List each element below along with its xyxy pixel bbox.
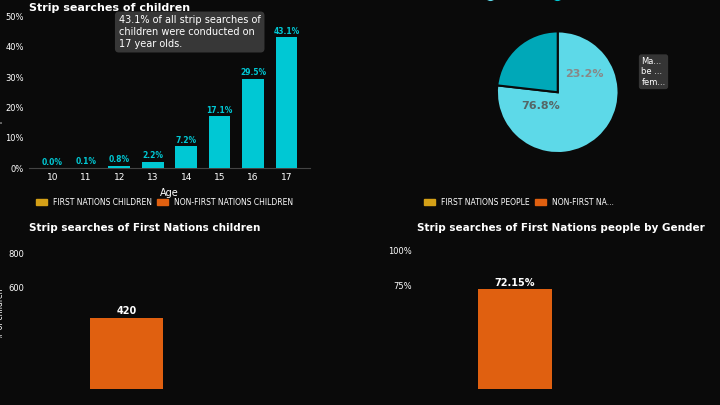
Bar bbox=[242, 79, 264, 168]
Text: Strip searches of First Nations people by Gender: Strip searches of First Nations people b… bbox=[417, 223, 705, 233]
Text: 0.8%: 0.8% bbox=[109, 156, 130, 164]
Bar bbox=[142, 162, 163, 168]
Y-axis label: # of children: # of children bbox=[0, 288, 5, 337]
Text: 23.2%: 23.2% bbox=[565, 69, 604, 79]
Text: Ma...
be ...
fem...: Ma... be ... fem... bbox=[642, 57, 665, 87]
Wedge shape bbox=[497, 32, 618, 153]
Text: 7.2%: 7.2% bbox=[176, 136, 197, 145]
Text: 29.5%: 29.5% bbox=[240, 68, 266, 77]
Text: 72.15%: 72.15% bbox=[495, 278, 535, 288]
Bar bbox=[209, 116, 230, 168]
Bar bbox=[478, 289, 552, 389]
Bar bbox=[176, 146, 197, 168]
Text: 43.1%: 43.1% bbox=[274, 27, 300, 36]
Y-axis label: % Strip Searches of children: % Strip Searches of children bbox=[0, 38, 3, 146]
Text: 420: 420 bbox=[117, 307, 137, 316]
Wedge shape bbox=[498, 32, 558, 92]
X-axis label: Age: Age bbox=[160, 188, 179, 198]
Text: 43.1% of all strip searches of
children were conducted on
17 year olds.: 43.1% of all strip searches of children … bbox=[119, 15, 261, 49]
Text: 0.1%: 0.1% bbox=[76, 158, 96, 166]
Text: 76.8%: 76.8% bbox=[521, 100, 560, 111]
Bar bbox=[109, 166, 130, 168]
Bar bbox=[90, 318, 163, 389]
Legend: FIRST NATIONS PEOPLE, NON-FIRST NA...: FIRST NATIONS PEOPLE, NON-FIRST NA... bbox=[421, 195, 617, 210]
Legend: FEMALE, MALE: FEMALE, MALE bbox=[477, 0, 602, 4]
Text: 17.1%: 17.1% bbox=[207, 106, 233, 115]
Text: 0.0%: 0.0% bbox=[42, 158, 63, 167]
Text: 2.2%: 2.2% bbox=[143, 151, 163, 160]
Text: Strip searches of children: Strip searches of children bbox=[29, 3, 190, 13]
Legend: FIRST NATIONS CHILDREN, NON-FIRST NATIONS CHILDREN: FIRST NATIONS CHILDREN, NON-FIRST NATION… bbox=[32, 195, 297, 210]
Bar bbox=[276, 37, 297, 168]
Text: Strip searches of First Nations children: Strip searches of First Nations children bbox=[29, 223, 260, 233]
